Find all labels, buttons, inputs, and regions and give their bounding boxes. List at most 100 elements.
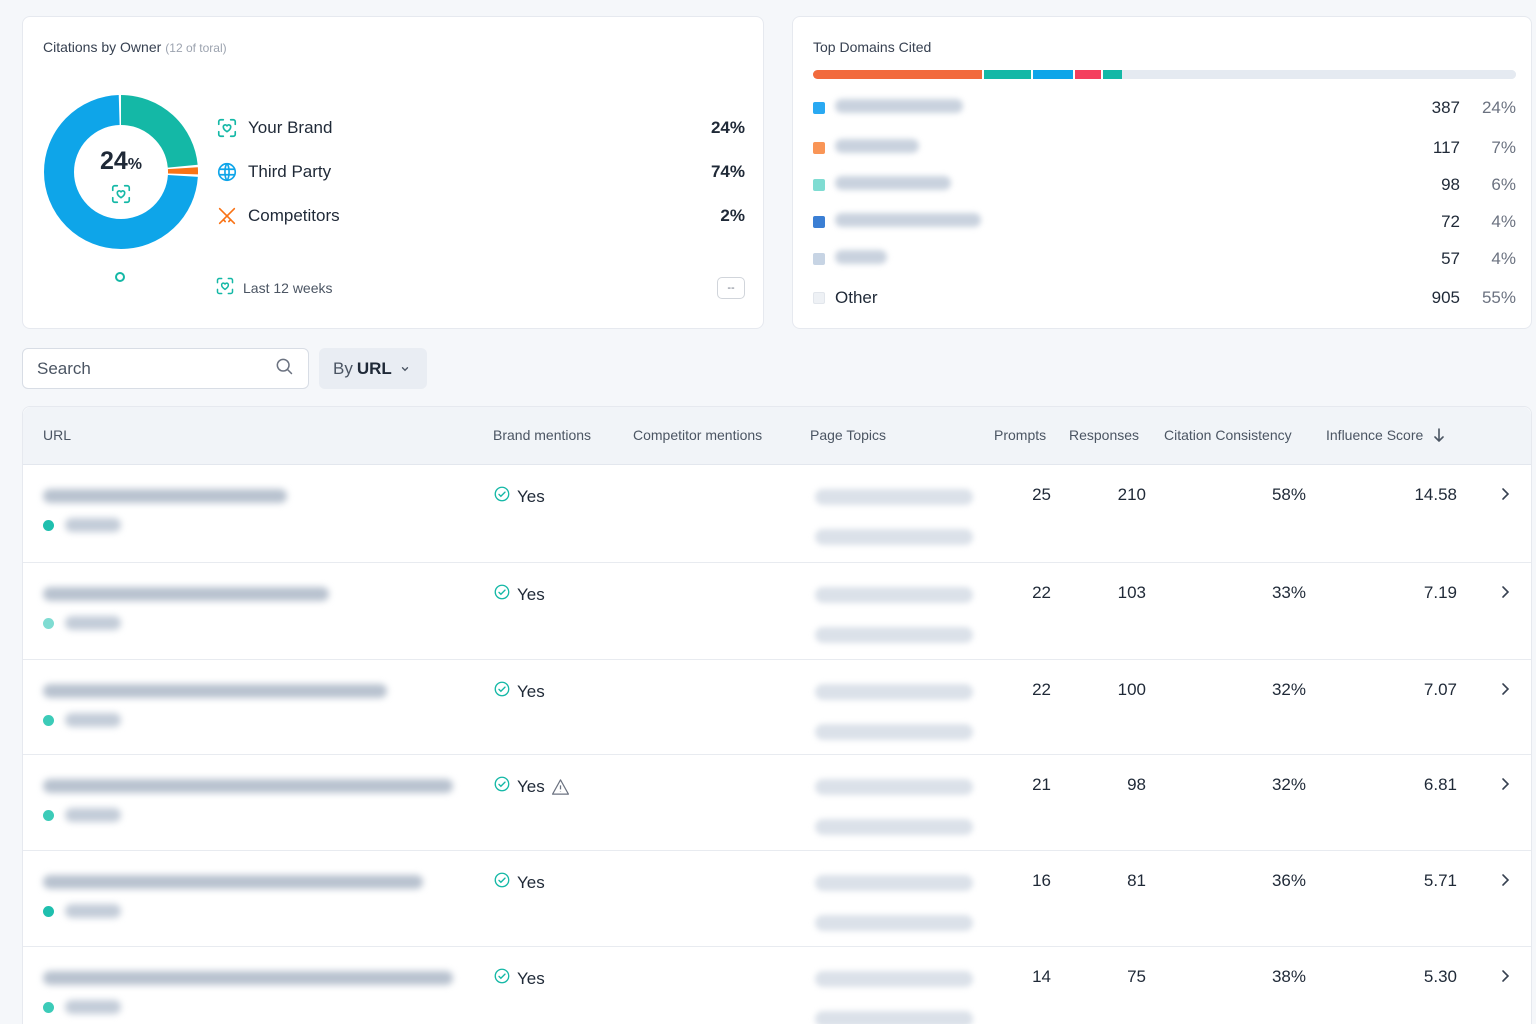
check-circle-icon — [493, 680, 517, 703]
column-header-brand-mentions[interactable]: Brand mentions — [493, 427, 592, 443]
donut-slice-third-party[interactable] — [44, 95, 198, 249]
domain-bar-segment — [981, 70, 1031, 79]
domain-swatch — [813, 102, 825, 114]
domain-row-other[interactable]: Other 905 55% — [813, 286, 1516, 310]
check-circle-icon — [493, 871, 517, 894]
domain-count: 98 — [1441, 175, 1460, 194]
brand-mention-value: Yes — [517, 584, 545, 604]
chevron-right-icon[interactable] — [1499, 969, 1511, 988]
card-title: Citations by Owner (12 of toral) — [43, 39, 227, 55]
citations-by-owner-card: Citations by Owner (12 of toral) 24% Your… — [22, 16, 764, 329]
domain-row[interactable]: 117 7% — [813, 136, 1516, 160]
column-header-citation-consistency[interactable]: Citation Consistency — [1164, 427, 1292, 443]
domain-row[interactable]: 387 24% — [813, 96, 1516, 120]
brand-heart-icon — [215, 116, 239, 140]
legend-your-brand[interactable]: Your Brand 24% — [215, 115, 745, 141]
url-text[interactable] — [43, 875, 423, 889]
domain-bar-segment — [1101, 70, 1123, 79]
chevron-right-icon[interactable] — [1499, 585, 1511, 604]
url-text[interactable] — [43, 587, 329, 601]
column-header-page-topics[interactable]: Page Topics — [810, 427, 887, 443]
brand-mention-cell: Yes — [493, 871, 545, 894]
url-text[interactable] — [43, 971, 453, 985]
column-header-influence-score[interactable]: Influence Score — [1326, 427, 1445, 445]
chart-pagination-dot[interactable] — [115, 272, 125, 282]
chevron-right-icon[interactable] — [1499, 487, 1511, 506]
legend-competitors[interactable]: Competitors 2% — [215, 203, 745, 229]
responses-value: 98 — [1127, 775, 1146, 794]
domain-swatch — [813, 179, 825, 191]
citation-consistency-value: 38% — [1271, 967, 1306, 986]
sort-desc-icon[interactable] — [1433, 427, 1445, 445]
column-header-responses[interactable]: Responses — [1069, 427, 1140, 443]
group-by-dropdown[interactable]: By URL — [319, 348, 427, 389]
responses-value: 103 — [1117, 583, 1146, 602]
citation-consistency-value: 32% — [1271, 680, 1306, 699]
table-row[interactable]: Yes 14 75 38% 5.30 — [23, 947, 1531, 1024]
donut-slice-your-brand[interactable] — [44, 95, 198, 249]
chevron-right-icon[interactable] — [1499, 682, 1511, 701]
page-topic-tag — [815, 971, 973, 987]
legend-value: 24% — [710, 118, 745, 137]
donut-center-unit: % — [127, 156, 143, 173]
table-row[interactable]: Yes 21 98 32% 6.81 — [23, 755, 1531, 851]
search-icon[interactable] — [274, 356, 294, 381]
domain-swatch — [813, 253, 825, 265]
domains-stacked-bar — [813, 70, 1516, 79]
responses-value: 210 — [1117, 485, 1146, 504]
domain-name — [835, 98, 1380, 118]
page-topic-tag — [815, 684, 973, 700]
brand-mention-cell: Yes — [493, 680, 545, 703]
domain-row[interactable]: 98 6% — [813, 173, 1516, 197]
table-row[interactable]: Yes 25 210 58% 14.58 — [23, 465, 1531, 563]
influence-score-value: 5.30 — [1423, 967, 1457, 986]
domain-pct: 24% — [1481, 98, 1516, 117]
table-header: URL Brand mentions Competitor mentions P… — [23, 407, 1531, 465]
url-text[interactable] — [43, 684, 387, 698]
domain-count: 905 — [1431, 288, 1460, 307]
period-options-button[interactable]: -- — [717, 277, 745, 299]
donut-slice-competitors[interactable] — [44, 95, 198, 249]
citation-consistency-value: 58% — [1271, 485, 1306, 504]
domain-row[interactable]: 72 4% — [813, 210, 1516, 234]
warning-icon[interactable] — [551, 778, 576, 796]
influence-score-value: 14.58 — [1414, 485, 1457, 504]
chevron-right-icon[interactable] — [1499, 873, 1511, 892]
owner-donut-chart[interactable] — [43, 94, 199, 250]
url-text[interactable] — [43, 489, 287, 503]
owner-dot — [43, 715, 54, 726]
prompts-value: 22 — [1032, 583, 1051, 602]
brand-mention-value: Yes — [517, 776, 545, 796]
responses-value: 100 — [1117, 680, 1146, 699]
column-header-competitor-mentions[interactable]: Competitor mentions — [633, 427, 763, 443]
page-topic-tag — [815, 627, 973, 643]
prompts-value: 25 — [1032, 485, 1051, 504]
url-text[interactable] — [43, 779, 453, 793]
chevron-right-icon[interactable] — [1499, 777, 1511, 796]
legend-label: Competitors — [248, 206, 340, 225]
domain-bar-segment — [813, 70, 982, 79]
page-topic-tag — [815, 779, 973, 795]
domain-row[interactable]: 57 4% — [813, 247, 1516, 271]
owner-label — [65, 904, 121, 918]
table-row[interactable]: Yes 22 100 32% 7.07 — [23, 660, 1531, 755]
search-input[interactable] — [37, 358, 274, 379]
owner-dot — [43, 520, 54, 531]
top-domains-card: Top Domains Cited 387 24% 117 7% 98 6% 7… — [792, 16, 1532, 329]
responses-value: 81 — [1127, 871, 1146, 890]
legend-value: 74% — [710, 162, 745, 181]
influence-score-label: Influence Score — [1326, 427, 1424, 443]
owner-dot — [43, 618, 54, 629]
table-row[interactable]: Yes 22 103 33% 7.19 — [23, 563, 1531, 660]
brand-heart-icon — [110, 183, 132, 210]
legend-label: Third Party — [248, 162, 332, 181]
domain-bar-segment — [1073, 70, 1102, 79]
column-header-prompts[interactable]: Prompts — [994, 427, 1047, 443]
search-box[interactable] — [22, 348, 309, 389]
brand-mention-cell: Yes — [493, 583, 545, 606]
column-header-url[interactable]: URL — [43, 427, 72, 443]
table-row[interactable]: Yes 16 81 36% 5.71 — [23, 851, 1531, 947]
domain-name: Other — [835, 288, 878, 307]
legend-third-party[interactable]: Third Party 74% — [215, 159, 745, 185]
domain-pct: 4% — [1491, 212, 1516, 231]
